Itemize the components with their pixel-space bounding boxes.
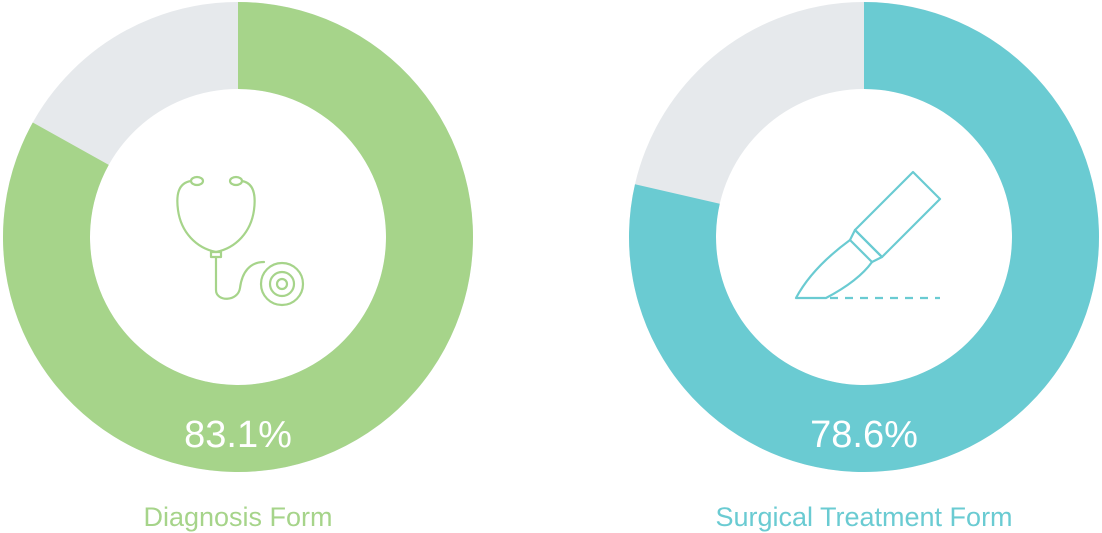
scalpel-icon xyxy=(794,170,942,300)
value-label: 78.6% xyxy=(810,414,918,456)
stethoscope-icon xyxy=(176,175,305,307)
value-label: 83.1% xyxy=(184,414,292,456)
chart-title: Surgical Treatment Form xyxy=(715,502,1012,532)
chart-title: Diagnosis Form xyxy=(143,502,332,532)
donut-segment xyxy=(629,2,1099,473)
donut-segment xyxy=(2,2,473,472)
